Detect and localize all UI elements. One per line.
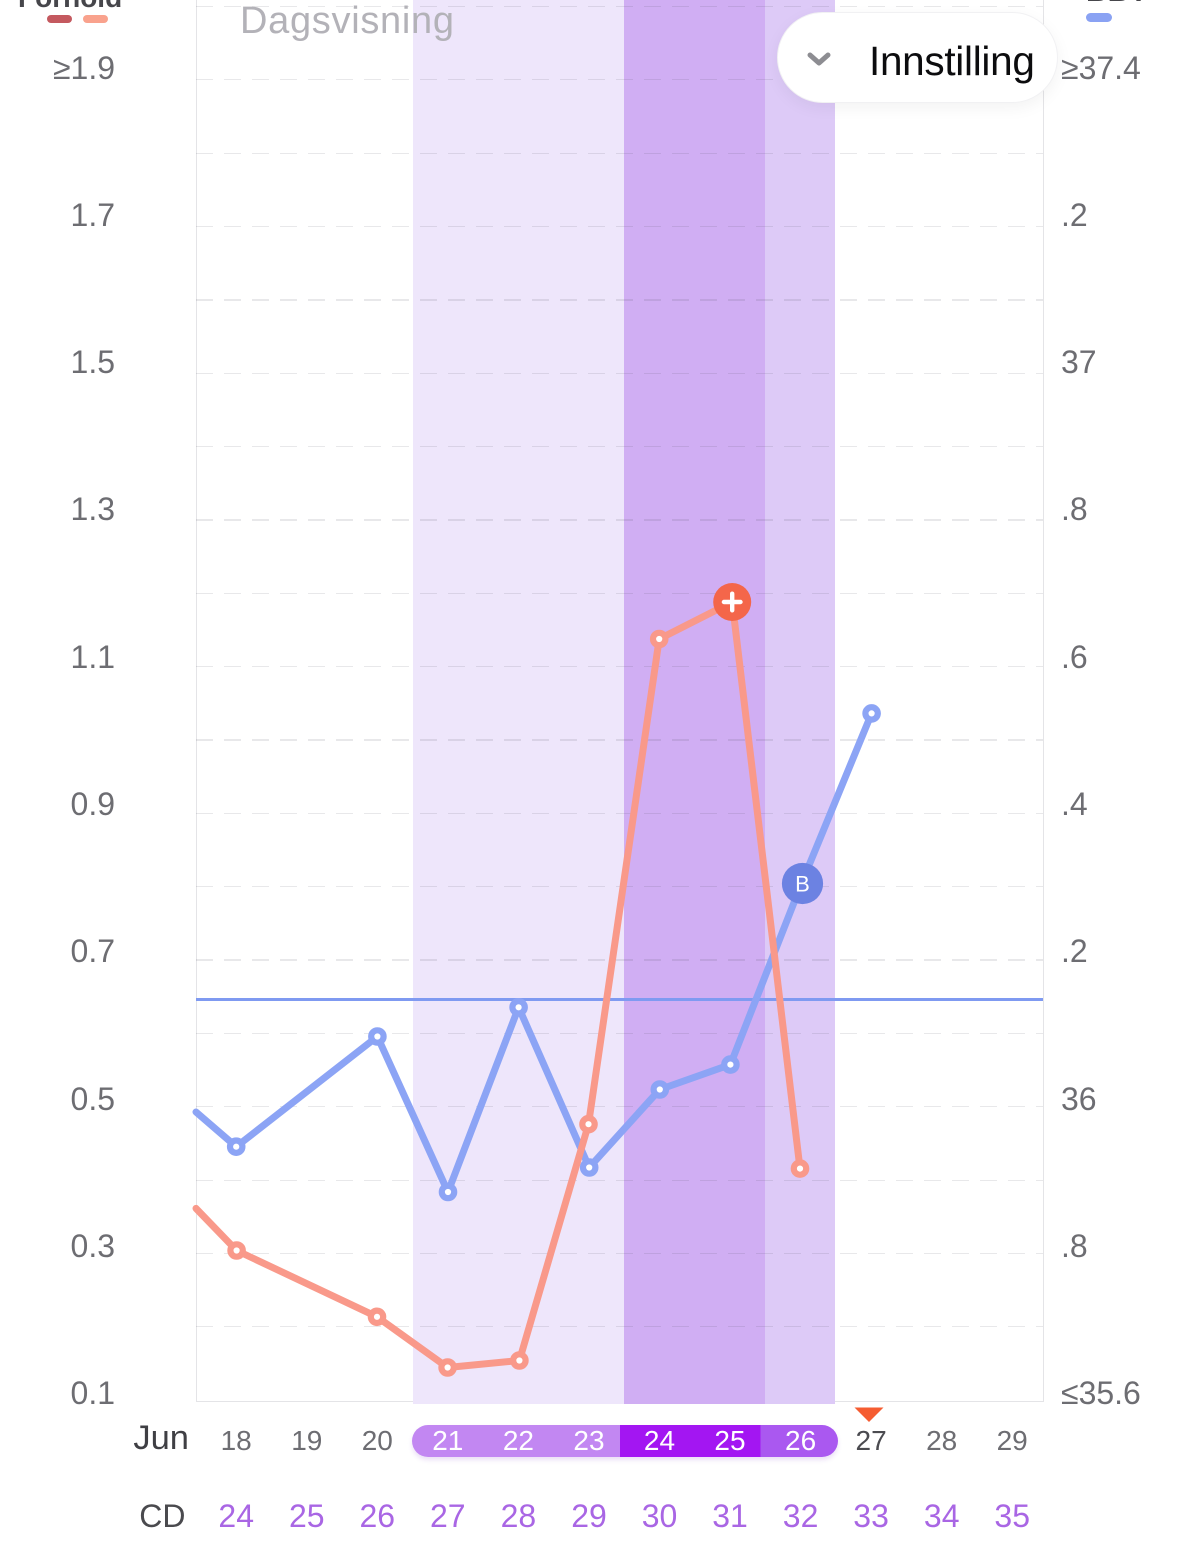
svg-text:B: B — [795, 871, 810, 896]
